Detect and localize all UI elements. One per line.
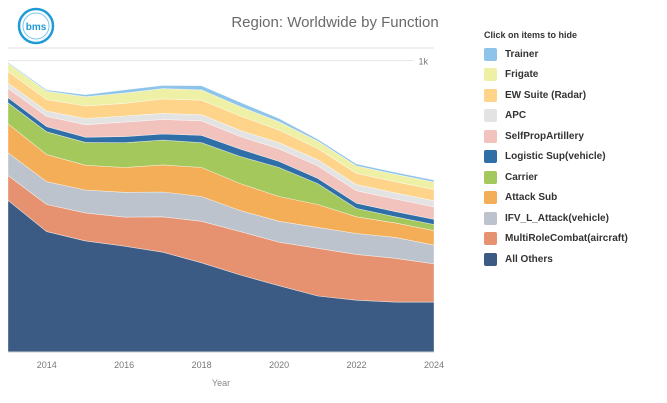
company-logo-icon: bms [17,7,55,45]
legend-swatch [484,68,497,82]
stacked-area-chart: 1k 2014 2016 2018 2020 2022 2024 Year [7,47,444,388]
legend: Click on items to hide Trainer Frigate EW … [484,30,664,270]
legend-label: MultiRoleCombat(aircraft) [505,233,628,245]
legend-item[interactable]: Trainer [484,44,664,65]
legend-label: Frigate [505,69,539,81]
legend-swatch [484,191,497,205]
legend-item[interactable]: IFV_L_Attack(vehicle) [484,208,664,229]
x-tick-label: 2020 [269,360,289,370]
area-series-10 [7,61,435,183]
legend-item[interactable]: Attack Sub [484,188,664,209]
legend-item[interactable]: MultiRoleCombat(aircraft) [484,229,664,250]
logo-text: bms [26,22,47,33]
legend-swatch [484,252,497,266]
legend-item[interactable]: Logistic Sup(vehicle) [484,147,664,168]
x-tick-label: 2016 [114,360,134,370]
legend-item[interactable]: SelfPropArtillery [484,126,664,147]
legend-swatch [484,170,497,184]
x-tick-label: 2022 [347,360,367,370]
x-tick-label: 2018 [192,360,212,370]
legend-label: Trainer [505,48,539,60]
x-tick-label: 2014 [37,360,57,370]
legend-item[interactable]: EW Suite (Radar) [484,85,664,106]
legend-label: Logistic Sup(vehicle) [505,151,606,163]
legend-swatch [484,232,497,246]
legend-item[interactable]: All Others [484,249,664,270]
legend-swatch [484,109,497,123]
legend-swatch [484,150,497,164]
legend-label: IFV_L_Attack(vehicle) [505,212,609,224]
reference-label: 1k [418,57,428,67]
legend-item[interactable]: Frigate [484,65,664,86]
legend-swatch [484,129,497,143]
x-axis-title: Year [212,378,230,388]
legend-label: Carrier [505,171,538,183]
legend-item[interactable]: APC [484,106,664,127]
legend-label: All Others [505,253,553,265]
legend-swatch [484,211,497,225]
legend-label: Attack Sub [505,192,558,204]
legend-item[interactable]: Carrier [484,167,664,188]
legend-swatch [484,88,497,102]
legend-label: SelfPropArtillery [505,130,584,142]
chart-title: Region: Worldwide by Function [231,14,439,31]
legend-title: Click on items to hide [484,30,578,40]
legend-label: EW Suite (Radar) [505,89,587,101]
legend-swatch [484,47,497,61]
x-tick-label: 2024 [424,360,444,370]
legend-label: APC [505,110,527,122]
